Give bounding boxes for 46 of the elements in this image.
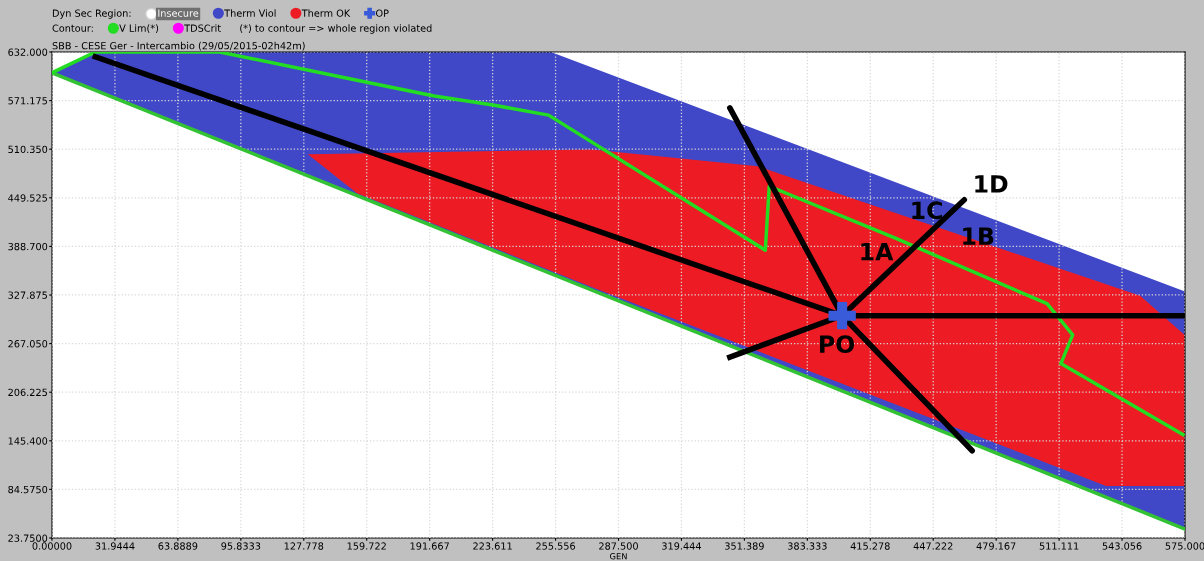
annotation: PO — [820, 335, 855, 354]
y-tick-label: 571.175 — [8, 97, 47, 105]
y-tick-label: 267.050 — [8, 340, 48, 348]
annotation: 1C — [912, 201, 942, 220]
x-tick-label: 63.8889 — [158, 542, 198, 550]
y-tick-label: 84.5750 — [8, 485, 48, 494]
x-tick-label: 511.111 — [1039, 542, 1079, 550]
y-tick-label: 388.700 — [8, 242, 48, 251]
x-tick-label: 287.500 — [599, 542, 638, 550]
x-tick-label: 191.667 — [410, 542, 449, 550]
legend-title: Dyn Sec Region: — [52, 9, 131, 19]
x-tick-label: 31.9444 — [95, 542, 135, 550]
annotation: 1A — [861, 242, 894, 261]
legend-label: V Lim(*) — [119, 24, 159, 33]
x-tick-label: 447.222 — [913, 542, 953, 550]
y-tick-label: 145.400 — [8, 437, 48, 445]
legend-label: Therm OK — [301, 9, 351, 17]
legend-label: TDSCrit — [184, 24, 221, 32]
text: Insecure — [158, 9, 199, 17]
y-tick-label: 449.525 — [8, 194, 47, 202]
x-tick-label: 479.167 — [976, 542, 1016, 550]
annotation: 1D — [975, 175, 1008, 193]
y-tick-label: 632.000 — [8, 48, 48, 56]
x-tick-label: 543.056 — [1102, 542, 1142, 550]
legend-label: Therm Viol — [224, 9, 276, 17]
legend-label: OP — [376, 9, 389, 17]
x-tick-label: 95.8333 — [221, 542, 261, 550]
x-tick-label: 223.611 — [473, 542, 512, 550]
x-tick-label: 255.556 — [536, 542, 576, 550]
y-tick-label: 510.350 — [8, 145, 48, 154]
x-tick-label: 0.00000 — [32, 542, 72, 550]
text: (*) to contour => whole region violated — [240, 24, 432, 34]
x-tick-label: 415.278 — [850, 542, 890, 550]
text: Contour: — [52, 24, 93, 32]
annotation: 1B — [963, 227, 994, 245]
x-tick-label: 351.389 — [725, 542, 764, 550]
y-tick-label: 23.7500 — [8, 534, 48, 542]
y-tick-label: 206.225 — [8, 388, 47, 397]
x-tick-label: 383.333 — [787, 542, 827, 550]
x-tick-label: 159.722 — [347, 542, 386, 550]
x-tick-label: 127.778 — [284, 542, 324, 550]
x-tick-label: 575.000 — [1165, 542, 1204, 550]
x-axis-title: GEN — [609, 553, 627, 560]
y-tick-label: 327.875 — [8, 291, 47, 299]
x-tick-label: 319.444 — [662, 542, 701, 550]
chart-title: SBB - CESE Ger - Intercambio (29/05/2015-02h42m) — [52, 41, 305, 51]
